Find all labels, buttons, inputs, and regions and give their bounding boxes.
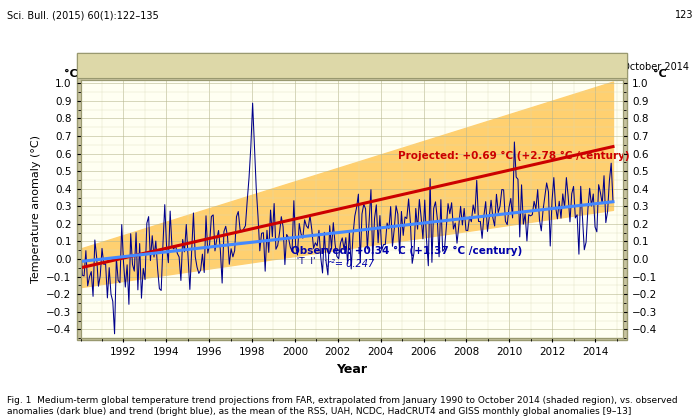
Text: IPCC FAR: IPCC FAR	[178, 63, 227, 72]
Text: °C: °C	[64, 69, 78, 79]
Text: r²= 0.247: r²= 0.247	[327, 259, 375, 269]
Text: Projected: +0.69 °C (+2.78 °C /century): Projected: +0.69 °C (+2.78 °C /century)	[398, 150, 629, 160]
Text: vs.: vs.	[235, 63, 256, 72]
Y-axis label: Temperature anomaly (°C): Temperature anomaly (°C)	[31, 135, 41, 283]
Text: 'T  I'   ·: 'T I' ·	[290, 257, 327, 266]
Text: global mean temperature change: 298 months January 1990 to October 2014: global mean temperature change: 298 mont…	[306, 63, 689, 72]
Text: RSS+UAH: RSS+UAH	[251, 63, 304, 72]
X-axis label: Year: Year	[336, 363, 368, 375]
Text: 123: 123	[675, 10, 693, 21]
Text: Sci. Bull. (2015) 60(1):122–135: Sci. Bull. (2015) 60(1):122–135	[7, 10, 159, 21]
Text: Fig. 1  Medium-term global temperature trend projections from FAR, extrapolated : Fig. 1 Medium-term global temperature tr…	[7, 396, 678, 416]
Text: Observed: +0.34 °C (+1.37 °C /century): Observed: +0.34 °C (+1.37 °C /century)	[290, 245, 522, 255]
Text: °C: °C	[653, 69, 666, 79]
